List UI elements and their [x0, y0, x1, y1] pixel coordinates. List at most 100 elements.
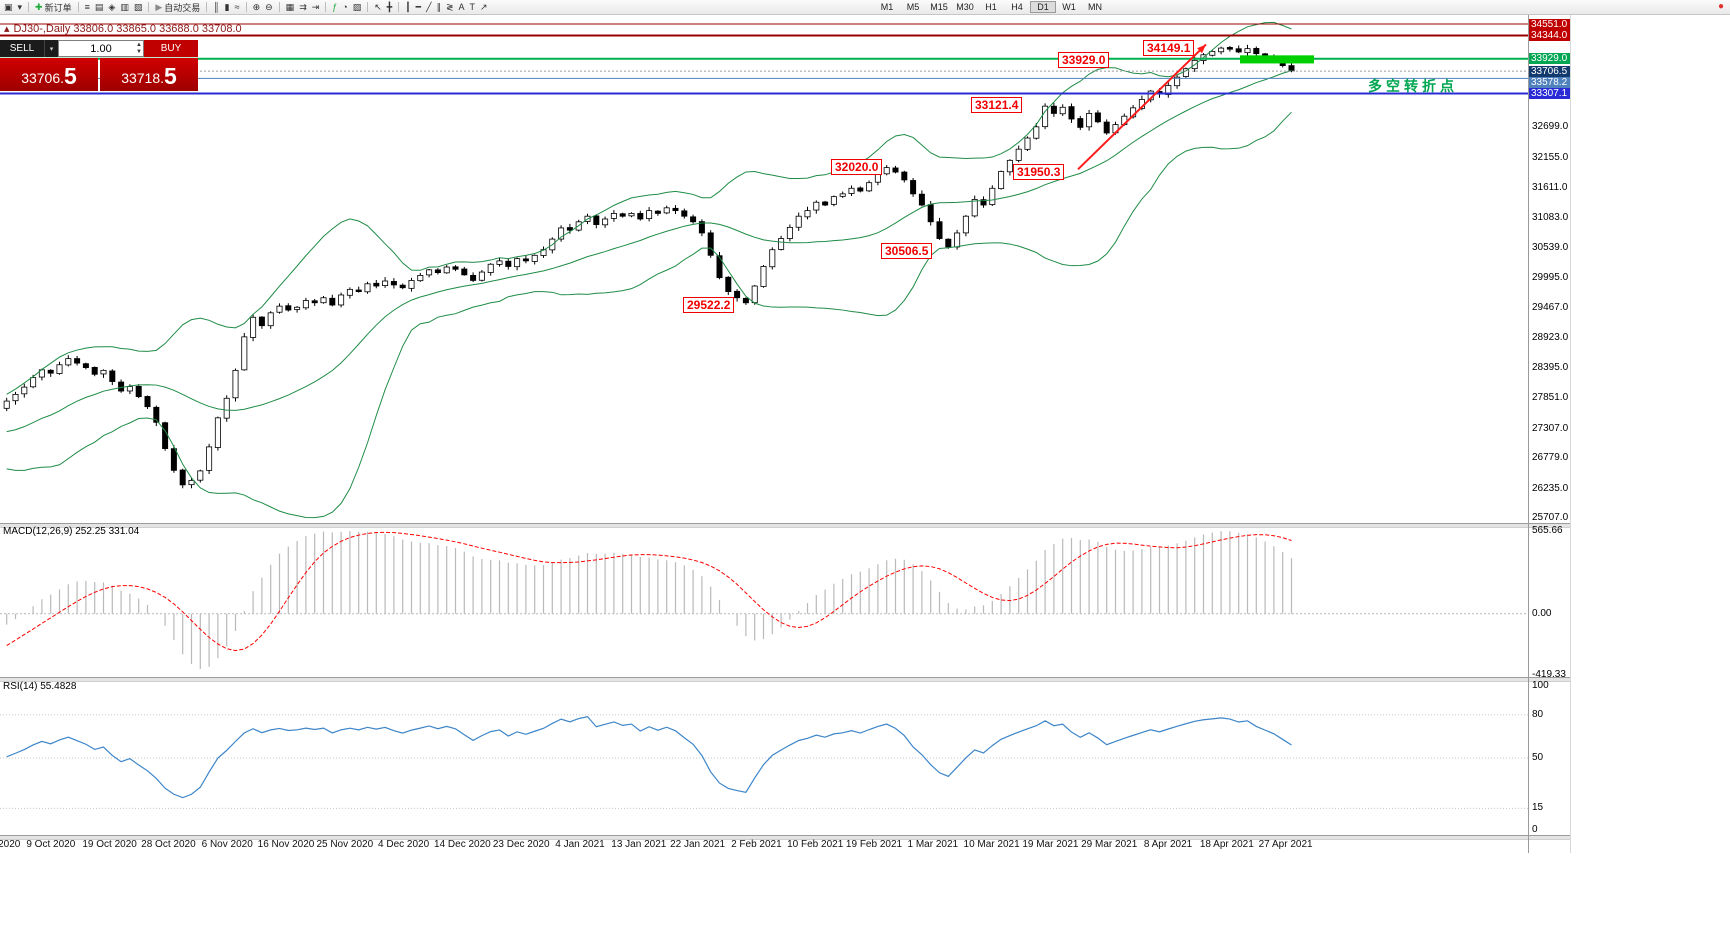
- price-axis-badge: 33706.5: [1529, 65, 1570, 77]
- crosshair-button[interactable]: ╋: [385, 1, 394, 14]
- price-label-callout[interactable]: 32020.0: [831, 159, 883, 175]
- price-axis-tick: 32155.0: [1532, 151, 1569, 163]
- panel-separator-macd[interactable]: [0, 523, 1570, 528]
- templates-icon: ▨: [352, 1, 362, 12]
- new-chart-icon: ▣: [4, 1, 13, 12]
- indicators-button[interactable]: ƒ: [330, 1, 339, 14]
- buy-price-button[interactable]: 33718. 5: [100, 58, 198, 91]
- date-axis-label: 16 Nov 2020: [257, 839, 315, 850]
- volume-input[interactable]: 1.00 ▲ ▼: [58, 40, 144, 57]
- periods-icon: ◔: [342, 1, 348, 12]
- buy-price: 33718.: [121, 70, 165, 86]
- price-axis-tick: 27307.0: [1532, 422, 1569, 434]
- timeframe-d1-button[interactable]: D1: [1030, 1, 1056, 13]
- price-label-callout[interactable]: 30506.5: [881, 243, 933, 259]
- price-label-callout[interactable]: 31950.3: [1013, 164, 1065, 180]
- timeframe-w1-button[interactable]: W1: [1062, 2, 1076, 12]
- macd-indicator-panel: [0, 531, 1528, 669]
- arrows-button[interactable]: ↗: [478, 1, 490, 14]
- date-axis-label: 19 Mar 2021: [1022, 839, 1079, 850]
- toolbar-separator: [278, 2, 280, 12]
- annotation-note[interactable]: 多空转折点: [1368, 78, 1458, 94]
- data-window-button[interactable]: ▤: [93, 1, 106, 14]
- stepper-down-icon[interactable]: ▼: [136, 49, 142, 55]
- rsi-axis-label: 80: [1532, 708, 1544, 720]
- date-axis-label: 10 Mar 2021: [963, 839, 1020, 850]
- notification-icon[interactable]: ●: [1717, 1, 1724, 12]
- auto-scroll-button[interactable]: ⇉: [297, 1, 309, 14]
- timeframe-m15-button[interactable]: M15: [930, 2, 948, 12]
- sell-button[interactable]: SELL: [0, 40, 44, 57]
- buy-button[interactable]: BUY: [144, 40, 198, 57]
- timeframe-mn-button[interactable]: MN: [1088, 2, 1102, 12]
- price-label-callout[interactable]: 34149.1: [1143, 40, 1195, 56]
- market-watch-button[interactable]: ≡: [83, 1, 92, 14]
- templates-button[interactable]: ▨: [351, 1, 364, 14]
- timeframe-m1-button[interactable]: M1: [880, 2, 894, 12]
- text-icon: A: [458, 1, 465, 12]
- sell-price: 33706.: [21, 70, 65, 86]
- equidistant-channel-button[interactable]: ∥: [434, 1, 443, 14]
- date-axis-label: 10 Feb 2021: [787, 839, 844, 850]
- text-button[interactable]: A: [457, 1, 467, 14]
- vertical-line-button[interactable]: ┃: [403, 1, 412, 14]
- price-label-callout[interactable]: 33929.0: [1058, 52, 1110, 68]
- price-label-callout[interactable]: 29522.2: [683, 297, 735, 313]
- tile-windows-button[interactable]: ▦: [284, 1, 297, 14]
- auto-trading-button[interactable]: ▶ 自动交易: [153, 1, 202, 14]
- timeframe-m5-button[interactable]: M5: [906, 2, 920, 12]
- new-order-button[interactable]: ✚ 新订单: [33, 1, 74, 14]
- chart-shift-button[interactable]: ⇥: [310, 1, 322, 14]
- price-axis-tick: 29467.0: [1532, 301, 1569, 313]
- date-axis-label: 28 Oct 2020: [141, 839, 196, 850]
- date-axis-label: 8 Apr 2021: [1143, 839, 1193, 850]
- crosshair-icon: ╋: [386, 1, 393, 12]
- date-axis-label: 1 Mar 2021: [907, 839, 959, 850]
- bar-chart-button[interactable]: ║: [211, 1, 221, 14]
- buy-price-pip: 5: [164, 63, 177, 89]
- price-axis-tick: 28923.0: [1532, 332, 1569, 344]
- timeframe-h4-button[interactable]: H4: [1011, 2, 1023, 12]
- fibonacci-button[interactable]: ≷: [444, 1, 456, 14]
- candlestick-chart-button[interactable]: ▮: [223, 1, 232, 14]
- new-chart-button[interactable]: ▣: [2, 1, 15, 14]
- volume-value: 1.00: [90, 42, 112, 55]
- terminal-button[interactable]: ▥: [118, 1, 131, 14]
- date-axis-label: 4 Dec 2020: [378, 839, 430, 850]
- toolbar-separator: [206, 2, 208, 12]
- volume-stepper[interactable]: ▲ ▼: [136, 42, 142, 56]
- strategy-tester-button[interactable]: ▧: [132, 1, 145, 14]
- trendline-button[interactable]: ╱: [424, 1, 433, 14]
- price-label-callout[interactable]: 33121.4: [971, 97, 1023, 113]
- rsi-axis-label: 100: [1532, 680, 1549, 691]
- horizontal-line-button[interactable]: ━: [414, 1, 423, 14]
- line-chart-button[interactable]: ≈: [233, 1, 242, 14]
- timeframe-toolbar: M1 M5 M15 M30 H1 H4 D1 W1 MN: [874, 1, 1108, 13]
- timeframe-m30-button[interactable]: M30: [956, 2, 974, 12]
- order-type-dropdown-icon[interactable]: ▾: [44, 40, 58, 57]
- timeframe-h1-button[interactable]: H1: [985, 2, 997, 12]
- stepper-up-icon[interactable]: ▲: [136, 42, 142, 48]
- zoom-out-button[interactable]: ⊖: [263, 1, 275, 14]
- fibonacci-icon: ≷: [445, 1, 454, 12]
- auto-scroll-icon: ⇉: [299, 1, 307, 12]
- price-axis-badge: 33929.0: [1529, 53, 1570, 65]
- price-axis-badge: 33307.1: [1529, 87, 1570, 99]
- zoom-in-button[interactable]: ⊕: [251, 1, 263, 14]
- panel-separator-rsi[interactable]: [0, 677, 1570, 682]
- periods-button[interactable]: ◔: [340, 1, 349, 14]
- sell-price-button[interactable]: 33706. 5: [0, 58, 98, 91]
- date-axis-label: 30 Sep 2020: [0, 839, 21, 850]
- chart-profiles-button[interactable]: ▾: [16, 1, 25, 14]
- price-axis[interactable]: [1528, 14, 1529, 853]
- cursor-icon: ↖: [374, 1, 382, 12]
- rsi-axis-label: 50: [1532, 752, 1544, 763]
- cursor-button[interactable]: ↖: [372, 1, 384, 14]
- navigator-button[interactable]: ◈: [106, 1, 117, 14]
- tile-windows-icon: ▦: [285, 1, 295, 12]
- new-order-label: 新订单: [44, 2, 72, 13]
- terminal-icon: ▥: [120, 1, 129, 12]
- date-axis-label: 22 Jan 2021: [670, 839, 726, 850]
- text-label-button[interactable]: T: [468, 1, 478, 14]
